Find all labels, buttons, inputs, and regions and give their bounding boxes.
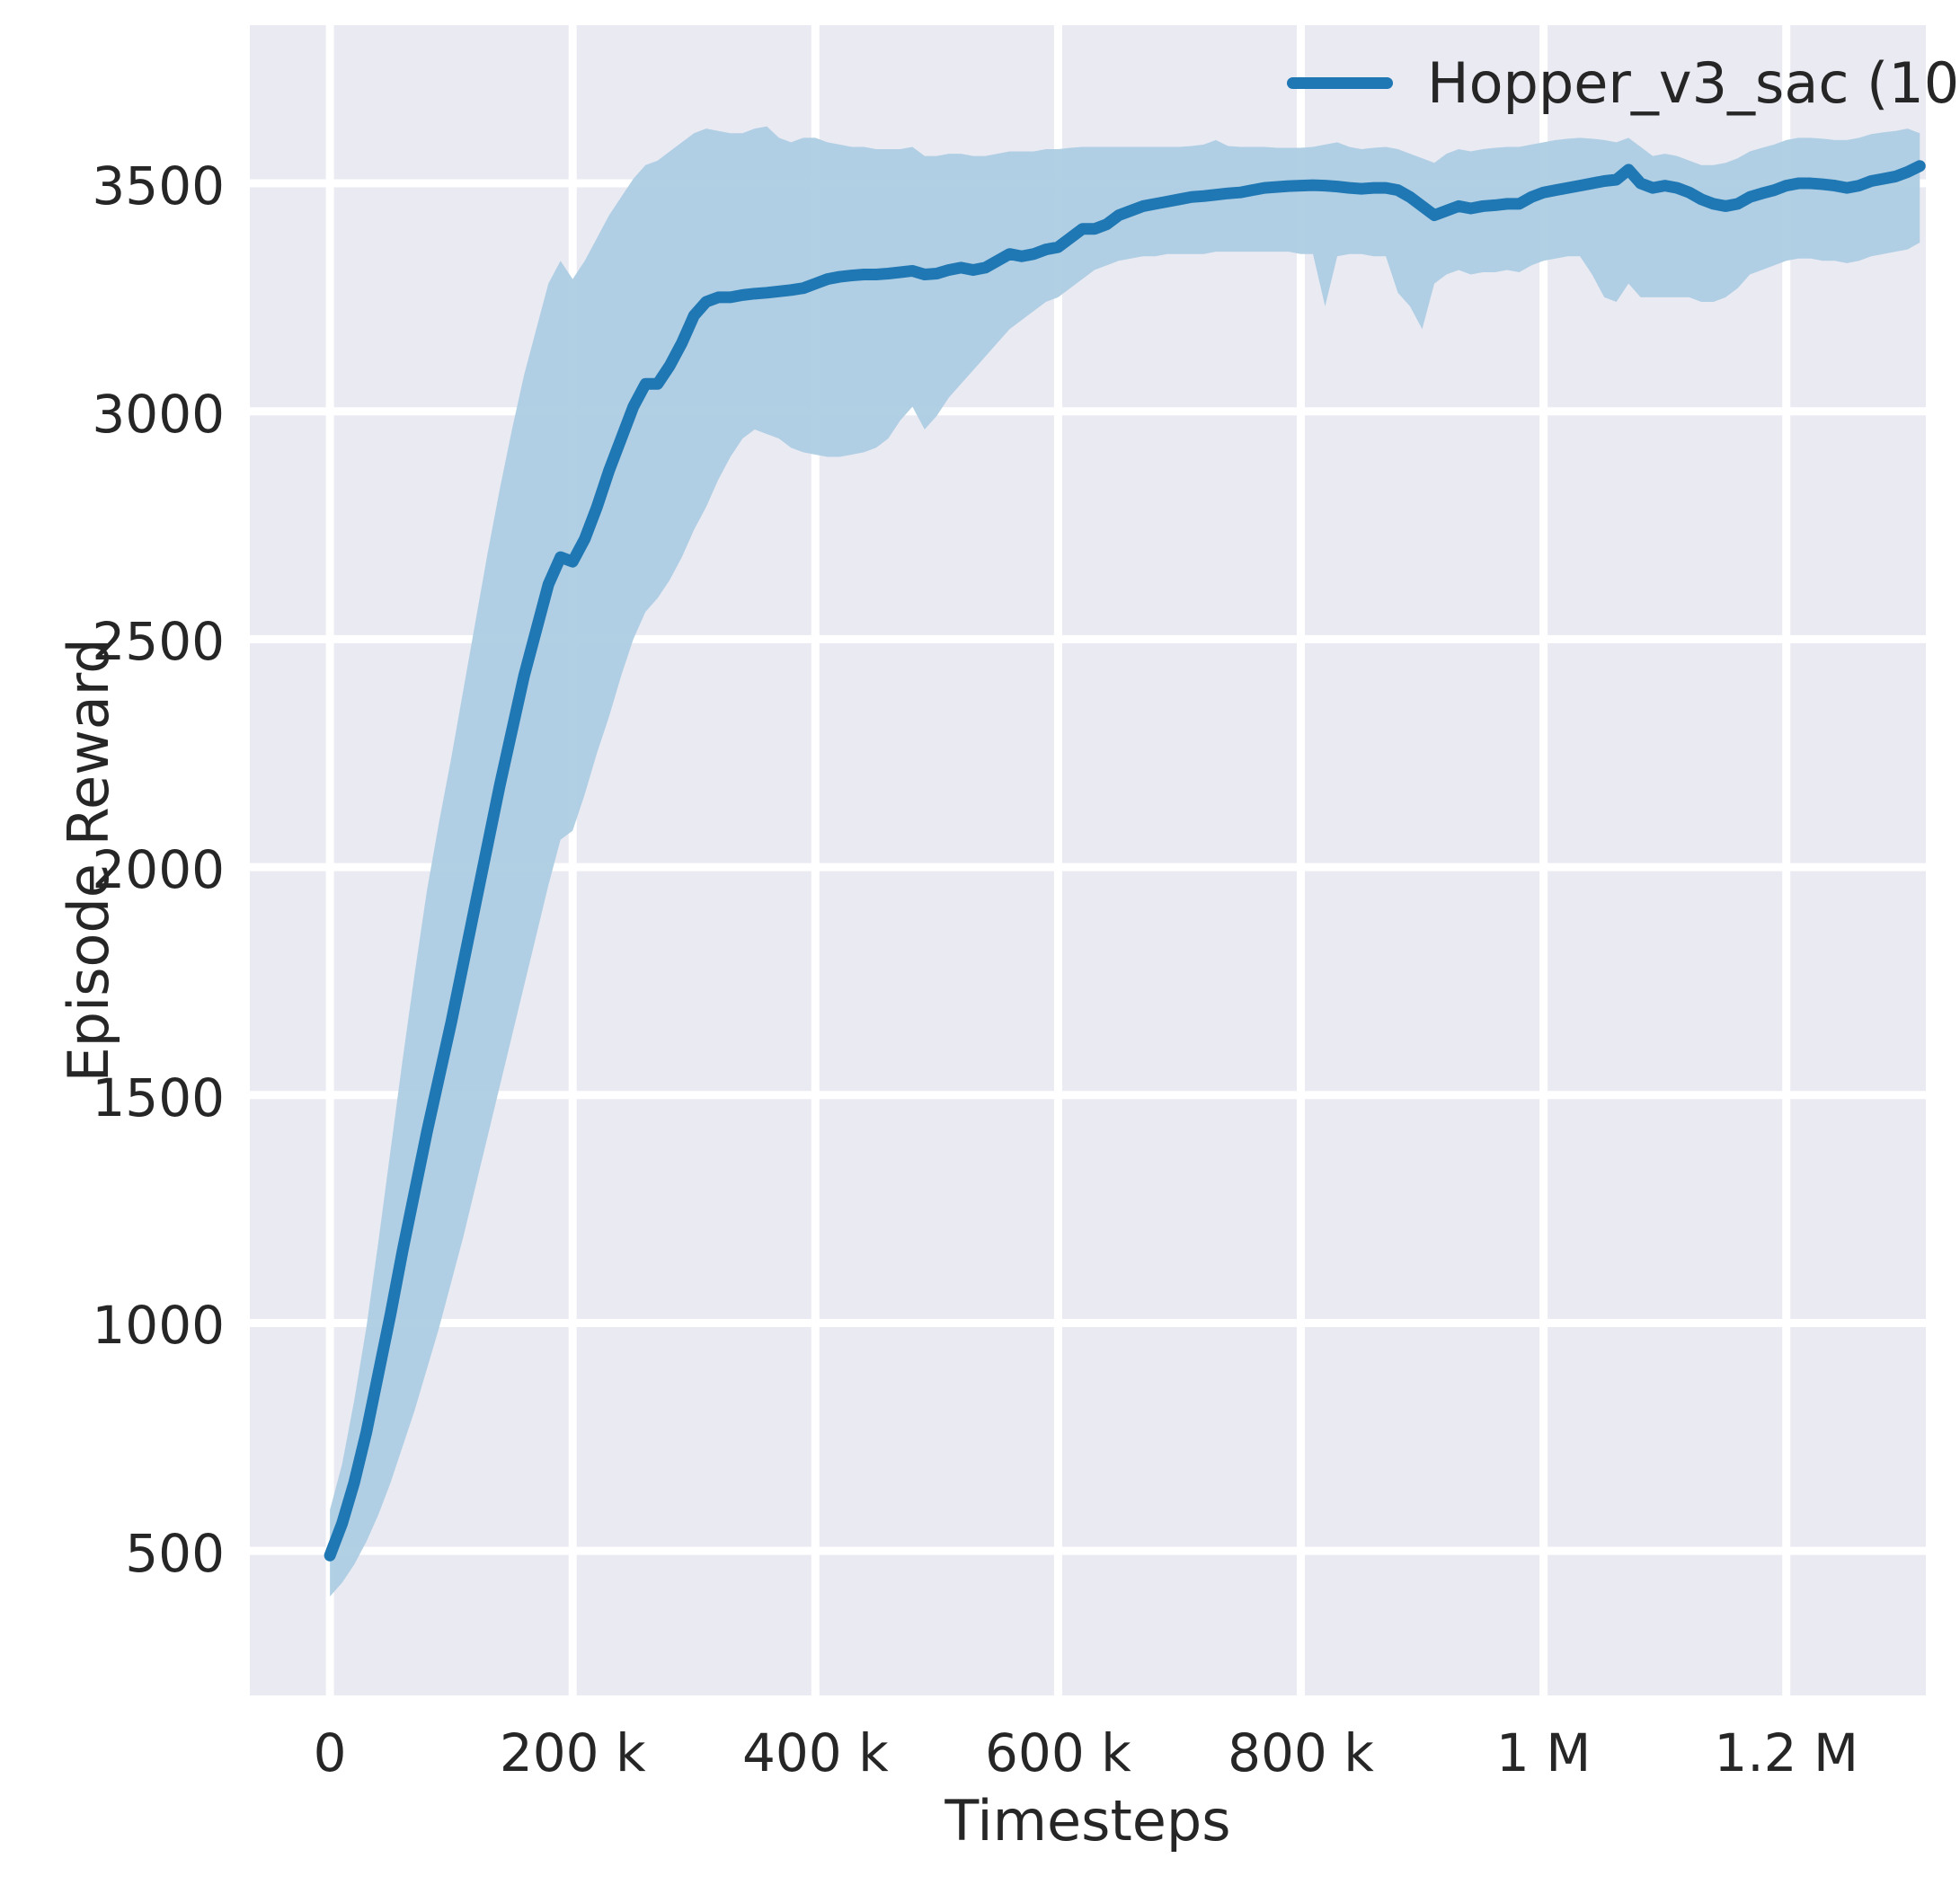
y-tick-label: 2000: [92, 839, 225, 901]
plot-area: [250, 25, 1926, 1695]
legend-color-swatch: [1287, 76, 1393, 89]
x-tick-label: 400 k: [741, 1722, 889, 1783]
y-axis-label: Episode Reward: [56, 638, 121, 1083]
x-tick-label: 1.2 M: [1714, 1722, 1859, 1783]
x-tick-label: 1 M: [1495, 1722, 1592, 1783]
y-tick-label: 1500: [92, 1066, 225, 1128]
y-tick-label: 3500: [92, 155, 225, 217]
x-tick-label: 800 k: [1228, 1722, 1374, 1783]
x-tick-label: 0: [313, 1722, 347, 1783]
series-layer: [250, 126, 1926, 1597]
y-tick-label: 2500: [92, 611, 225, 673]
x-tick-label: 600 k: [985, 1722, 1131, 1783]
y-tick-label: 1000: [92, 1295, 225, 1357]
y-tick-label: 500: [125, 1523, 225, 1585]
x-axis-label: Timesteps: [945, 1788, 1231, 1854]
legend-label: Hopper_v3_sac (10): [1427, 49, 1960, 116]
legend: Hopper_v3_sac (10): [1287, 41, 1960, 124]
y-tick-label: 3000: [92, 383, 225, 445]
mean-line: [330, 166, 1920, 1555]
x-tick-label: 200 k: [499, 1722, 646, 1783]
confidence-band: [330, 126, 1920, 1597]
